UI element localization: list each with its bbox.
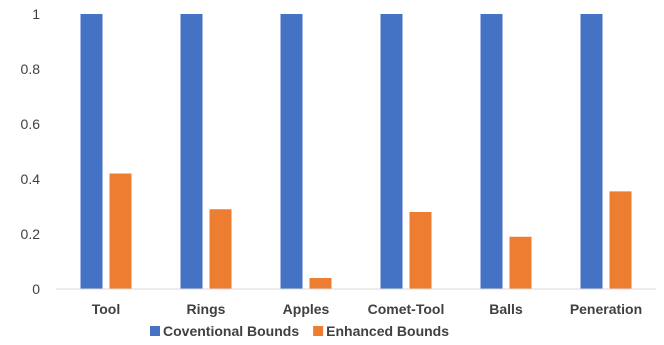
legend-swatch [150, 326, 160, 336]
legend-label: Enhanced Bounds [326, 323, 449, 339]
bar-coventional-bounds-tool [80, 14, 103, 289]
y-tick-label: 1 [32, 6, 40, 22]
y-tick-label: 0.2 [21, 226, 41, 242]
x-tick-label: Rings [187, 301, 226, 317]
bar-enhanced-bounds-comet-tool [409, 212, 432, 289]
bars [80, 14, 632, 289]
x-tick-label: Apples [283, 301, 330, 317]
legend-label: Coventional Bounds [163, 323, 299, 339]
bar-enhanced-bounds-apples [309, 278, 332, 289]
bar-coventional-bounds-rings [180, 14, 203, 289]
y-tick-label: 0 [32, 281, 40, 297]
x-tick-label: Balls [489, 301, 523, 317]
bar-enhanced-bounds-peneration [609, 191, 632, 289]
bar-enhanced-bounds-balls [509, 236, 532, 289]
x-tick-label: Comet-Tool [368, 301, 445, 317]
x-tick-label: Tool [92, 301, 121, 317]
x-tick-label: Peneration [570, 301, 642, 317]
bar-enhanced-bounds-tool [109, 173, 132, 289]
y-tick-label: 0.8 [21, 61, 41, 77]
legend: Coventional Bounds Enhanced Bounds [150, 323, 449, 339]
y-tick-label: 0.6 [21, 116, 41, 132]
y-axis: 0 0.2 0.4 0.6 0.8 1 [21, 6, 41, 297]
y-tick-label: 0.4 [21, 171, 41, 187]
x-axis-labels: Tool Rings Apples Comet-Tool Balls Peneration [92, 301, 642, 317]
bar-coventional-bounds-balls [480, 14, 503, 289]
bar-enhanced-bounds-rings [209, 209, 232, 289]
bar-coventional-bounds-peneration [580, 14, 603, 289]
bar-coventional-bounds-apples [280, 14, 303, 289]
legend-swatch [313, 326, 324, 336]
bar-coventional-bounds-comet-tool [380, 14, 403, 289]
